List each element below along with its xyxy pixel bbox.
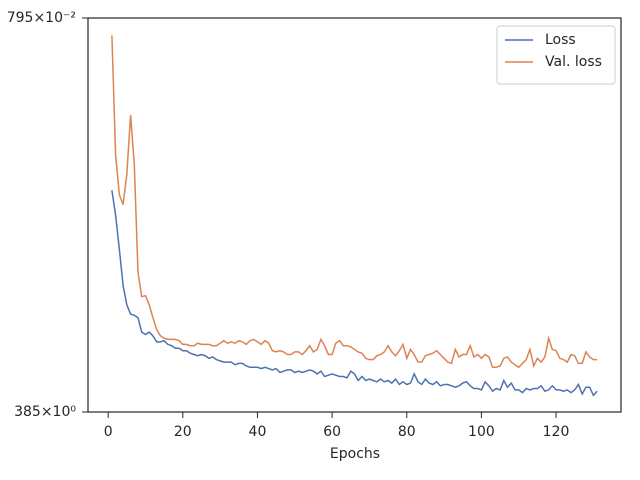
x-tick-label: 100: [468, 424, 495, 440]
plot-frame: [87, 17, 622, 413]
x-tick-label: 20: [174, 424, 192, 440]
legend-label: Loss: [545, 32, 576, 48]
x-tick-label: 40: [249, 424, 267, 440]
x-tick-label: 120: [543, 424, 570, 440]
x-tick-label: 0: [104, 424, 113, 440]
y-tick-label: 385×10⁰: [14, 404, 76, 420]
x-axis-label: Epochs: [330, 446, 380, 462]
x-tick-label: 80: [398, 424, 416, 440]
y-tick-label: 795×10⁻²: [7, 10, 76, 26]
legend-label: Val. loss: [545, 54, 602, 70]
line-series: [111, 35, 598, 369]
x-tick-label: 60: [323, 424, 341, 440]
line-series: [111, 190, 598, 397]
